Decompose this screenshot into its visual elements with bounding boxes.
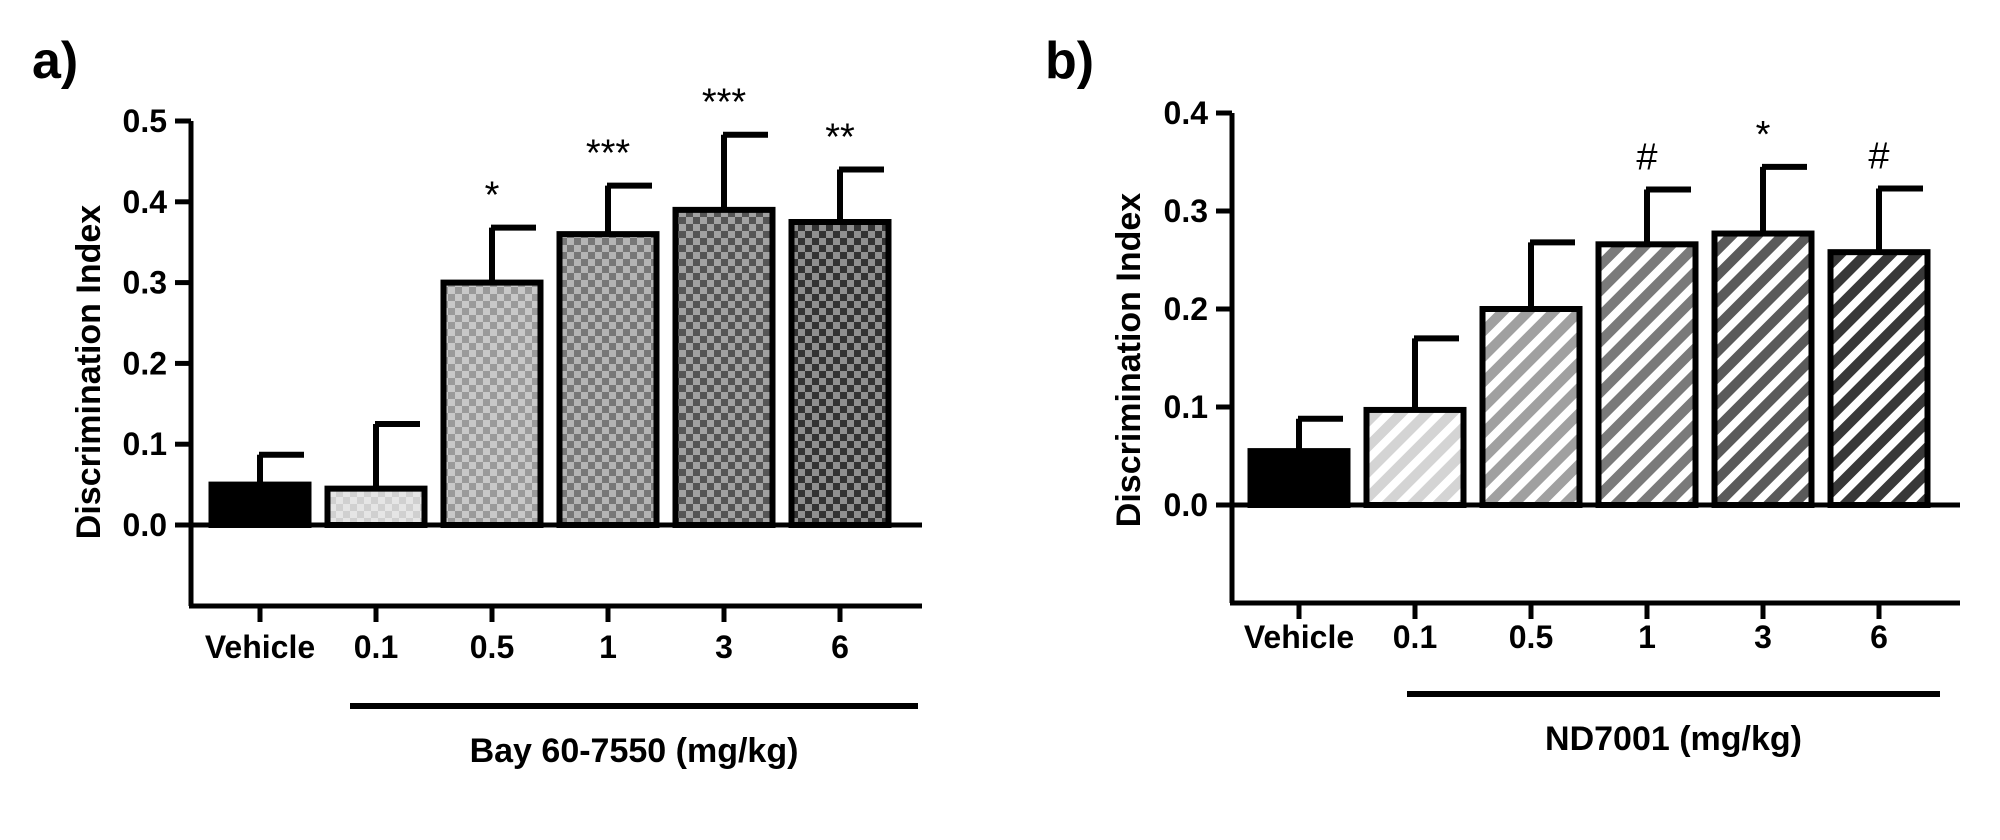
y-tick-label: 0.4: [123, 184, 168, 220]
significance-marker: #: [1868, 135, 1889, 177]
bar-0_5: [440, 279, 544, 528]
bar-3: [672, 206, 776, 528]
x-tick-label: 3: [1754, 619, 1772, 655]
x-tick-label: 6: [831, 629, 849, 665]
group-label: ND7001 (mg/kg): [1545, 720, 1802, 758]
chart-panel-a: a) 0.0 0.1 0.2 0.3 0.4 0.5 Discrimination Index…: [32, 32, 922, 770]
bar-0_5: [1479, 306, 1583, 508]
x-tick-label: 6: [1870, 619, 1888, 655]
y-tick-label: 0.0: [1164, 487, 1208, 523]
significance-marker: **: [825, 116, 855, 158]
bar-0_1: [324, 485, 428, 529]
bar-vehicle: [208, 481, 312, 529]
panel-label: a): [32, 32, 78, 90]
y-axis-label: Discrimination Index: [1110, 193, 1148, 527]
y-tick-label: 0.3: [123, 265, 167, 301]
bar-6: [788, 219, 892, 528]
y-tick-label: 0.4: [1164, 95, 1209, 131]
significance-marker: ***: [586, 133, 631, 175]
bar-1: [1595, 241, 1699, 508]
significance-marker: *: [485, 175, 500, 217]
group-label: Bay 60-7550 (mg/kg): [470, 732, 799, 770]
bar-1: [556, 231, 660, 528]
x-tick-label: 0.5: [470, 629, 514, 665]
bar-6: [1827, 249, 1931, 508]
y-tick-label: 0.3: [1164, 193, 1208, 229]
x-tick-label: 3: [715, 629, 733, 665]
x-tick-label: 0.1: [354, 629, 398, 665]
significance-marker: #: [1636, 136, 1657, 178]
y-tick-label: 0.1: [123, 426, 167, 462]
y-tick-label: 0.5: [123, 103, 167, 139]
x-tick-label: Vehicle: [1244, 619, 1354, 655]
bar-vehicle: [1247, 448, 1351, 509]
bar-3: [1711, 230, 1815, 508]
significance-marker: *: [1756, 114, 1771, 156]
y-tick-label: 0.0: [123, 507, 167, 543]
significance-marker: ***: [702, 82, 747, 124]
chart-panel-b: b) 0.0 0.1 0.2 0.3 0.4 Discrimination Index Veh…: [1045, 32, 1960, 758]
y-tick-label: 0.1: [1164, 389, 1208, 425]
x-tick-label: 1: [1638, 619, 1656, 655]
y-tick-label: 0.2: [123, 345, 167, 381]
x-tick-label: 0.5: [1509, 619, 1553, 655]
x-tick-label: 1: [599, 629, 617, 665]
y-tick-label: 0.2: [1164, 291, 1208, 327]
x-tick-label: Vehicle: [205, 629, 315, 665]
x-tick-label: 0.1: [1393, 619, 1437, 655]
bar-0_1: [1363, 406, 1467, 508]
panel-label: b): [1045, 32, 1094, 90]
y-axis-label: Discrimination Index: [70, 205, 108, 539]
